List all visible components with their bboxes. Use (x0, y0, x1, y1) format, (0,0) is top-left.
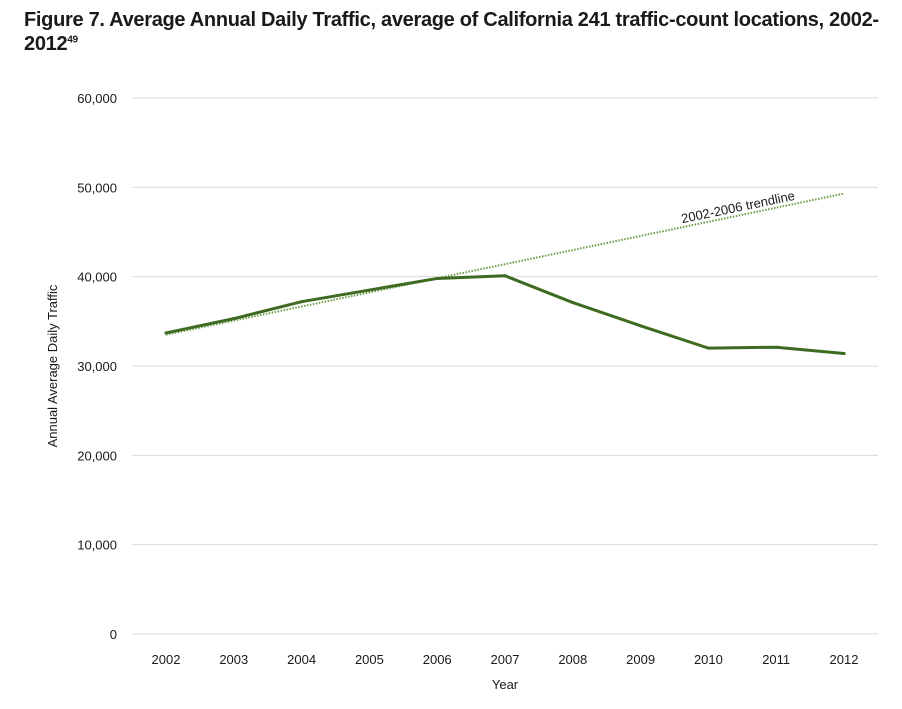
data-point (639, 324, 643, 328)
x-tick-label: 2002 (152, 652, 181, 667)
y-tick-label: 40,000 (77, 270, 117, 285)
x-tick-label: 2007 (491, 652, 520, 667)
x-tick-label: 2011 (762, 652, 790, 667)
trendline (165, 192, 845, 336)
y-axis-label: Annual Average Daily Traffic (45, 284, 60, 447)
trendline-annotation: 2002-2006 trendline (680, 188, 796, 226)
data-point (706, 346, 710, 350)
data-point (774, 345, 778, 349)
x-tick-label: 2006 (423, 652, 452, 667)
x-axis-label: Year (492, 677, 519, 692)
data-point (300, 300, 304, 304)
x-tick-label: 2004 (287, 652, 316, 667)
data-point (367, 288, 371, 292)
x-tick-label: 2008 (558, 652, 587, 667)
x-tick-label: 2010 (694, 652, 723, 667)
y-tick-label: 50,000 (77, 180, 117, 195)
y-tick-label: 20,000 (77, 448, 117, 463)
data-point (503, 274, 507, 278)
chart-title-text: Figure 7. Average Annual Daily Traffic, … (24, 9, 879, 55)
data-point (435, 276, 439, 280)
x-tick-label: 2003 (219, 652, 248, 667)
y-tick-label: 10,000 (77, 538, 117, 553)
x-tick-label: 2005 (355, 652, 384, 667)
footnote-reference: 49 (67, 34, 78, 46)
chart-title: Figure 7. Average Annual Daily Traffic, … (24, 8, 884, 56)
y-tick-label: 30,000 (77, 359, 117, 374)
series-group (164, 192, 846, 355)
x-tick-label: 2009 (626, 652, 655, 667)
x-tick-label: 2012 (830, 652, 859, 667)
data-point (232, 317, 236, 321)
y-tick-label: 60,000 (77, 91, 117, 106)
y-axis-ticks: 0 10,000 20,000 30,000 40,000 50,000 60,000 (77, 91, 117, 642)
data-point (842, 351, 846, 355)
data-point (164, 331, 168, 335)
gridlines (132, 97, 878, 635)
x-axis-ticks: 2002 2003 2004 2005 2006 2007 2008 2009 2010 2011… (152, 652, 859, 667)
series-line (164, 274, 846, 355)
y-tick-label: 0 (110, 627, 117, 642)
data-point (571, 301, 575, 305)
